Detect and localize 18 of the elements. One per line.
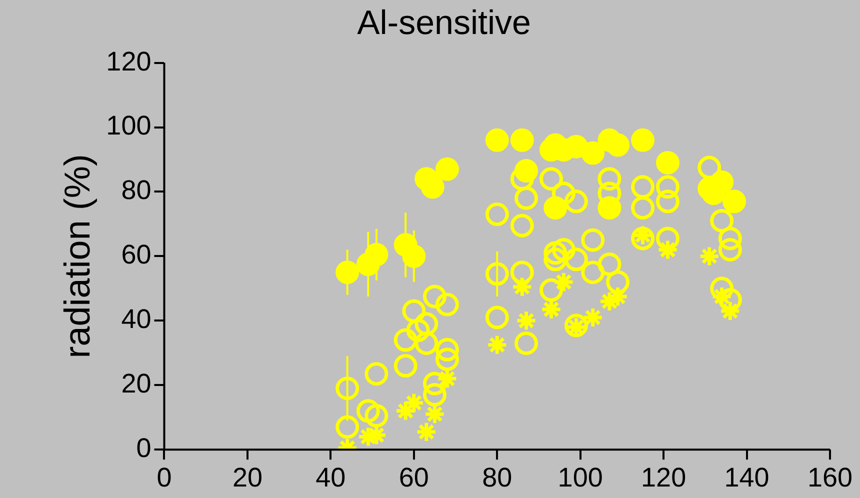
chart-title: Al-sensitive — [357, 4, 531, 42]
y-tick-label: 60 — [121, 240, 152, 270]
x-tick-label: 40 — [316, 462, 346, 492]
x-tick-label: 120 — [641, 462, 686, 492]
y-axis-title: radiation (%) — [56, 154, 98, 358]
y-tick-label: 120 — [106, 46, 152, 76]
x-tick-label: 80 — [482, 462, 512, 492]
x-tick-label: 20 — [232, 462, 262, 492]
y-tick-label: 100 — [106, 110, 152, 141]
y-tick-label: 20 — [121, 368, 152, 399]
y-tick-label: 0 — [136, 433, 152, 464]
x-tick-label: 0 — [156, 462, 172, 492]
x-tick-label: 60 — [398, 462, 429, 492]
x-tick-label: 100 — [558, 462, 603, 492]
y-tick-label: 40 — [121, 304, 152, 334]
y-tick-label: 80 — [121, 175, 152, 206]
x-tick-label: 160 — [807, 462, 853, 492]
x-tick-label: 140 — [724, 462, 770, 492]
